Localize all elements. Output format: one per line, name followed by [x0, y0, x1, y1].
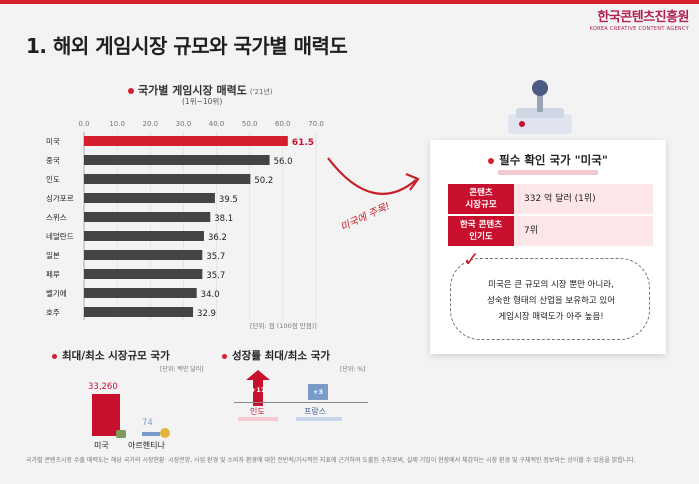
x-tick-label: 0.0 [78, 120, 89, 128]
growth-unit: [단위: %] [340, 366, 366, 373]
bullet-icon [488, 157, 495, 164]
bullet-icon [52, 353, 57, 359]
value-label: 32.9 [197, 309, 216, 319]
chart-unit: [단위: 점 (100점 만점)] [250, 322, 317, 330]
market-size-bar-usa [92, 394, 120, 436]
bar [84, 307, 194, 317]
value-label: 61.5 [292, 138, 314, 148]
bar [84, 288, 197, 298]
category-label: 네덜란드 [46, 231, 74, 241]
card-heading: 필수 확인 국가 "미국" [430, 152, 666, 168]
x-tick-label: 60.0 [275, 120, 291, 128]
bar [84, 174, 251, 184]
card-heading-text: 필수 확인 국가 "미국" [499, 153, 608, 167]
chart-subtitle: (1위~10위) [182, 97, 223, 106]
growth-bar-france [308, 384, 328, 400]
growth-highlight-india [238, 417, 278, 421]
growth-category: 프랑스 [304, 407, 327, 416]
value-label: 50.2 [254, 176, 273, 186]
x-tick-label: 20.0 [142, 120, 158, 128]
bar [84, 136, 288, 146]
highlight-card: 필수 확인 국가 "미국" 콘텐츠 시장규모 332 억 달러 (1위) 한국 … [430, 140, 666, 354]
market-size-category: 미국 [94, 441, 109, 450]
value-label: 36.2 [208, 233, 227, 243]
insight-line: 성숙한 형태의 산업을 보유하고 있어 [486, 296, 616, 306]
market-size-value-argentina: 74 [142, 418, 153, 428]
attractiveness-bar-chart: 0.0 10.0 20.0 30.0 40.0 50.0 60.0 70.0 미국 61.5 중국 5… [46, 120, 324, 320]
bar [84, 250, 203, 260]
page-title: 1. 해외 게임시장 규모와 국가별 매력도 [26, 34, 348, 58]
x-tick-label: 40.0 [209, 120, 225, 128]
metric-label: 한국 콘텐츠 인기도 [448, 216, 514, 246]
value-label: 56.0 [274, 157, 293, 167]
heading-highlight [498, 170, 598, 175]
x-tick-label: 30.0 [176, 120, 192, 128]
logo-main-text: 한국콘텐츠진흥원 [597, 10, 689, 25]
category-label: 인도 [46, 174, 60, 184]
growth-category: 인도 [250, 407, 265, 416]
bar [84, 155, 270, 165]
growth-value-france: +3 [313, 388, 323, 396]
growth-value-india: +17 [250, 386, 266, 394]
growth-section-title: 성장률 최대/최소 국가 [222, 348, 330, 363]
growth-up-arrow-india [246, 370, 270, 406]
category-label: 싱가포르 [46, 193, 74, 203]
metric-row-popularity: 한국 콘텐츠 인기도 7위 [448, 216, 653, 246]
metric-value: 332 억 달러 (1위) [514, 184, 653, 214]
market-size-value-usa: 33,260 [88, 382, 118, 392]
chart-title-text: 국가별 게임시장 매력도 [138, 84, 247, 97]
coin-icon [160, 428, 170, 438]
top-accent-stripe [0, 0, 699, 4]
insight-text: 미국은 큰 규모의 시장 뿐만 아니라, 성숙한 형태의 산업을 보유하고 있어… [451, 277, 651, 325]
category-label: 호주 [46, 308, 60, 317]
footnote: 국가별 콘텐츠시장 수출 매력도는 해당 국가의 시장현황· 시장전망, 사업 … [26, 457, 636, 464]
checkmark-icon: ✓ [463, 247, 480, 271]
market-size-bar-argentina [142, 432, 160, 436]
logo-sub-text: KOREA CREATIVE CONTENT AGENCY [589, 26, 689, 32]
value-label: 38.1 [214, 214, 233, 224]
market-size-section-title: 최대/최소 시장규모 국가 [52, 348, 170, 363]
growth-baseline [234, 402, 368, 403]
x-tick-label: 10.0 [109, 120, 125, 128]
value-label: 35.7 [206, 252, 225, 262]
section-title-text: 최대/최소 시장규모 국가 [62, 350, 170, 362]
bar [84, 231, 204, 241]
chart-title-year: ('21년) [249, 88, 273, 96]
value-label: 34.0 [201, 290, 220, 300]
metric-value: 7위 [514, 216, 653, 246]
category-label: 페루 [46, 269, 60, 279]
value-label: 35.7 [206, 271, 225, 281]
bullet-icon [222, 353, 227, 359]
joystick-icon [508, 80, 572, 134]
growth-highlight-france [296, 417, 342, 421]
cash-icon [116, 430, 126, 438]
metric-label: 콘텐츠 시장규모 [448, 184, 514, 214]
x-tick-label: 50.0 [242, 120, 258, 128]
category-label: 일본 [46, 251, 60, 260]
bar [84, 212, 211, 222]
x-tick-label: 70.0 [308, 120, 324, 128]
curved-arrow-icon [327, 157, 420, 195]
section-title-text: 성장률 최대/최소 국가 [232, 350, 331, 362]
insight-bubble: ✓ 미국은 큰 규모의 시장 뿐만 아니라, 성숙한 형태의 산업을 보유하고 … [450, 247, 651, 340]
market-size-category: 아르헨티나 [128, 441, 165, 450]
attractiveness-chart-title: 국가별 게임시장 매력도 ('21년) [128, 82, 273, 98]
category-label: 중국 [46, 156, 60, 165]
category-label: 미국 [46, 137, 60, 146]
bullet-icon [128, 88, 134, 94]
category-label: 스위스 [46, 213, 67, 222]
insight-line: 게임시장 매력도가 아주 높음! [498, 312, 604, 322]
kocca-logo: 한국콘텐츠진흥원 KOREA CREATIVE CONTENT AGENCY [589, 6, 690, 32]
metric-row-market-size: 콘텐츠 시장규모 332 억 달러 (1위) [448, 184, 653, 214]
insight-line: 미국은 큰 규모의 시장 뿐만 아니라, [488, 280, 614, 290]
bar [84, 193, 215, 203]
bar [84, 269, 203, 279]
market-size-unit: [단위: 백만 달러] [160, 366, 204, 373]
category-label: 벨기에 [46, 289, 67, 298]
value-label: 39.5 [219, 195, 238, 205]
